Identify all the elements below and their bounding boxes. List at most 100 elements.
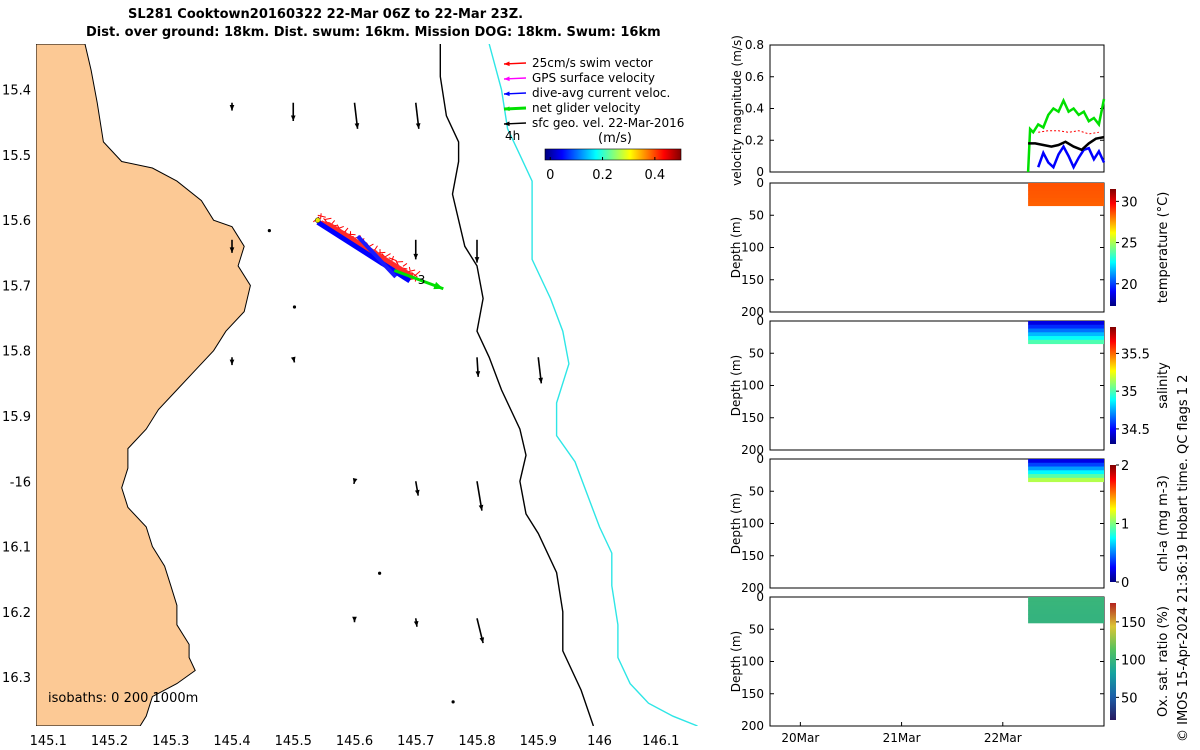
- velocity-tick-label: 0: [756, 165, 764, 179]
- section-data-cell: [1028, 183, 1104, 188]
- colorbar-tick-label: 30: [1121, 195, 1138, 210]
- section-data-cell: [1028, 194, 1104, 199]
- map-y-tick-label: 15.6: [2, 214, 31, 229]
- colorbar-label: Ox. sat. ratio (%): [1156, 606, 1171, 717]
- geo-velocity-arrow-head: [229, 359, 235, 366]
- geo-velocity-arrow-head: [352, 616, 357, 623]
- depth-tick-label: 150: [741, 273, 764, 287]
- swim-vector: [324, 217, 332, 220]
- island-dot: [378, 571, 382, 575]
- vertical-colorbar: [1110, 189, 1116, 306]
- legend-arrow-dive-head: [504, 91, 510, 97]
- colorbar-tick-label: 50: [1121, 691, 1138, 706]
- geo-velocity-arrow-head: [229, 247, 235, 253]
- velocity-tick-label: 0.4: [745, 102, 764, 116]
- isobath-1000m-line: [488, 44, 698, 726]
- time-tick-label: 20Mar: [781, 731, 819, 745]
- track-map: 3 145.1 145.2 145.3 145.4 145.5 145.6 145.7 145…: [2, 44, 722, 749]
- net-glider-velocity-arrow-head: [433, 281, 444, 290]
- colorbar-tick-label: 35.5: [1121, 347, 1150, 362]
- colorbar-tick-label: 35: [1121, 385, 1138, 400]
- swim-vector: [331, 220, 336, 225]
- velocity-tick-label: 0.2: [745, 133, 764, 147]
- section-data-cell: [1028, 332, 1104, 337]
- colorbar-tick-label: 0.4: [645, 168, 666, 183]
- depth-axis-label: Depth (m): [729, 217, 743, 278]
- island-dot: [292, 305, 297, 309]
- map-y-tick-label: 16.2: [2, 606, 31, 621]
- map-x-tick-label: 145.1: [30, 734, 67, 749]
- colorbar-tick-label: 2: [1121, 459, 1129, 474]
- section-data-cell: [1028, 618, 1104, 624]
- map-y-tick-label: 15.8: [2, 345, 31, 360]
- velocity-y-label: velocity magnitude (m/s): [730, 35, 744, 186]
- geo-velocity-arrow-head: [538, 377, 543, 384]
- section-data-cell: [1028, 474, 1104, 479]
- credit-text: © IMOS 15-Apr-2024 21:36:19 Hobart time.…: [1176, 374, 1191, 742]
- legend-arrow-gps-head: [504, 76, 510, 82]
- map-x-tick-label: 145.2: [91, 734, 128, 749]
- map-x-tick-label: 145.7: [397, 734, 434, 749]
- section-data-cell: [1028, 462, 1104, 468]
- colorbar-label: temperature (°C): [1156, 192, 1171, 304]
- depth-tick-label: 150: [741, 549, 764, 563]
- depth-tick-label: 100: [741, 655, 764, 669]
- time-tick-label: 21Mar: [883, 731, 921, 745]
- section-data-cell: [1028, 597, 1104, 602]
- map-x-tick-label: 145.4: [213, 734, 250, 749]
- legend-entry-label: sfc geo. vel. 22-Mar-2016: [532, 116, 684, 130]
- legend-entry-label: GPS surface velocity: [532, 71, 655, 85]
- map-y-tick-label: 16.1: [2, 541, 31, 556]
- swim-vector: [317, 214, 326, 218]
- section-data-cell: [1028, 321, 1104, 326]
- island-dot: [267, 229, 271, 233]
- section-data-cell: [1028, 186, 1104, 192]
- depth-tick-label: 150: [741, 411, 764, 425]
- section-data-cell: [1028, 198, 1104, 203]
- geo-velocity-arrow-head: [475, 371, 481, 377]
- depth-tick-label: 200: [741, 581, 764, 595]
- section-data-cell: [1028, 190, 1104, 195]
- map-y-tick-label: -16: [10, 475, 31, 490]
- colorbar-tick-label: 0: [1121, 576, 1129, 591]
- colorbar-tick-label: 0: [546, 168, 554, 183]
- swim-vector: [384, 253, 391, 258]
- temperature_panel: 0 50 100 150 200 Depth (m) 20 25 30 temperature (…: [729, 176, 1171, 319]
- swim-vector: [320, 213, 322, 219]
- colorbar-gradient: [544, 148, 682, 161]
- colorbar-tick-label: 0.2: [592, 168, 613, 183]
- depth-axis-label: Depth (m): [729, 631, 743, 692]
- geo-velocity-arrow-head: [354, 123, 360, 129]
- velocity-series-dive: [1037, 144, 1106, 171]
- salinity_panel: 0 50 100 150 200 Depth (m) 34.5 35 35.5 salinity: [729, 314, 1171, 457]
- swim-vector: [414, 270, 421, 277]
- velocity-series-geo: [1028, 135, 1105, 152]
- depth-tick-label: 50: [749, 622, 764, 636]
- depth-tick-label: 0: [756, 176, 764, 190]
- colorbar-unit: (m/s): [598, 131, 632, 146]
- title-line-2: Dist. over ground: 18km. Dist. swum: 16k…: [86, 25, 661, 40]
- time-axis: 20Mar 21Mar 22Mar: [781, 722, 1022, 745]
- time-tick-label: 22Mar: [984, 731, 1022, 745]
- colorbar-label: chl-a (mg m-3): [1156, 475, 1171, 572]
- section-data-cell: [1028, 459, 1104, 464]
- depth-tick-label: 200: [741, 443, 764, 457]
- vertical-colorbar: [1110, 327, 1116, 444]
- island-dot: [451, 700, 455, 704]
- geo-velocity-arrow-head: [415, 123, 421, 129]
- geo-velocity-arrow-head: [413, 253, 419, 260]
- geo-velocity-arrow-head: [290, 115, 296, 122]
- map-x-tick-label: 146: [587, 734, 612, 749]
- map-y-tick-label: 16.3: [2, 671, 31, 686]
- scale-arrow-label: 4h: [505, 129, 520, 143]
- colorbar-tick-label: 25: [1121, 237, 1138, 252]
- section-data-cell: [1028, 470, 1104, 475]
- map-x-tick-label: 145.8: [458, 734, 495, 749]
- map-y-tick-label: 15.9: [2, 410, 31, 425]
- section-data-cell: [1028, 328, 1104, 333]
- colorbar-label: salinity: [1156, 362, 1171, 409]
- section-data-cell: [1028, 605, 1104, 611]
- geo-velocity-arrow-head: [229, 105, 235, 111]
- legend-entry-label: net glider velocity: [532, 101, 640, 115]
